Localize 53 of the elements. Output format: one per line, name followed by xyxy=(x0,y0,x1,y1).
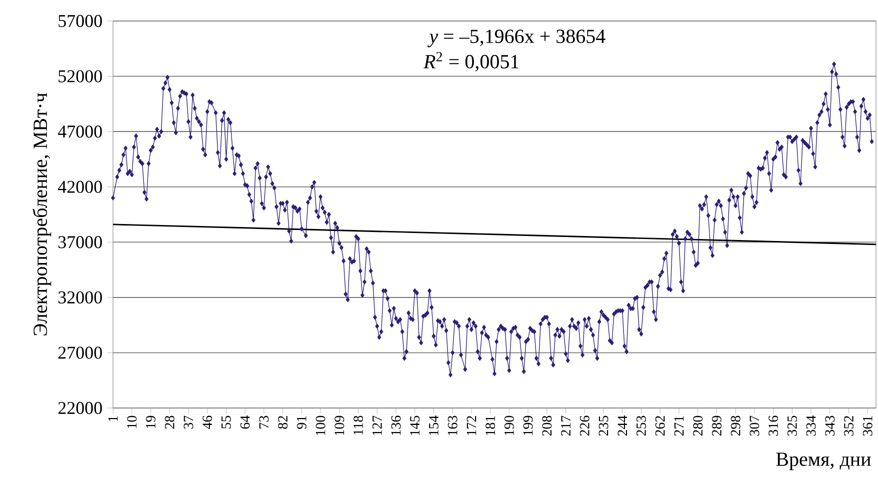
x-tick-label: 163 xyxy=(448,416,458,436)
annotation: y = –5,1966x + 38654 xyxy=(427,30,606,48)
x-tick-label: 145 xyxy=(410,416,420,436)
x-tick-label: 73 xyxy=(259,416,269,428)
x-tick-label: 316 xyxy=(768,416,778,436)
x-tick-label: 307 xyxy=(750,416,760,436)
x-tick-label: 154 xyxy=(429,416,438,436)
y-tick-label: 52000 xyxy=(58,70,102,82)
x-tick-label: 325 xyxy=(787,416,797,436)
x-tick-label: 262 xyxy=(655,416,665,436)
x-tick-label: 253 xyxy=(636,416,646,436)
x-tick-label: 28 xyxy=(164,416,174,429)
annotation: R$^{2}$ = 0,0051 xyxy=(423,52,518,72)
x-tick-label: 172 xyxy=(466,416,476,436)
x-tick-label: 109 xyxy=(334,416,344,436)
x-tick-label: 136 xyxy=(391,416,401,436)
x-tick-label: 190 xyxy=(504,416,514,436)
x-tick-label: 361 xyxy=(862,416,872,436)
x-tick-label: 289 xyxy=(712,416,722,436)
x-tick-label: 244 xyxy=(618,416,628,436)
x-tick-label: 10 xyxy=(127,416,137,428)
x-tick-label: 1 xyxy=(108,416,118,422)
y-tick-label: 42000 xyxy=(58,180,102,193)
x-tick-label: 181 xyxy=(486,416,496,436)
x-tick-label: 334 xyxy=(806,416,816,436)
x-tick-label: 217 xyxy=(561,416,570,436)
y-tick-label: 22000 xyxy=(58,402,102,414)
x-tick-label: 91 xyxy=(296,416,306,429)
x-tick-label: 19 xyxy=(146,416,156,428)
x-tick-label: 343 xyxy=(825,416,835,436)
x-tick-label: 82 xyxy=(278,416,288,429)
x-tick-label: 127 xyxy=(372,416,382,436)
x-tick-label: 55 xyxy=(222,416,231,428)
x-tick-label: 226 xyxy=(580,416,590,436)
x-axis-title: Время, дни xyxy=(776,452,871,470)
x-tick-label: 64 xyxy=(240,416,250,429)
x-tick-label: 199 xyxy=(523,416,533,436)
x-tick-label: 298 xyxy=(730,416,740,436)
y-tick-label: 32000 xyxy=(58,291,102,304)
x-tick-label: 352 xyxy=(844,416,854,436)
y-tick-label: 57000 xyxy=(58,14,102,28)
y-tick-label: 27000 xyxy=(58,346,102,359)
x-tick-label: 280 xyxy=(693,416,703,436)
x-tick-label: 208 xyxy=(542,416,552,436)
x-tick-label: 100 xyxy=(316,416,326,436)
y-tick-label: 47000 xyxy=(58,125,102,138)
x-tick-label: 271 xyxy=(674,416,684,436)
x-tick-label: 235 xyxy=(598,416,608,436)
x-tick-label: 46 xyxy=(202,416,212,430)
x-tick-label: 37 xyxy=(184,416,194,429)
x-tick-label: 118 xyxy=(354,416,363,435)
y-axis-title: Электропотребление, МВт·ч xyxy=(32,93,52,336)
y-tick-label: 37000 xyxy=(58,236,102,248)
